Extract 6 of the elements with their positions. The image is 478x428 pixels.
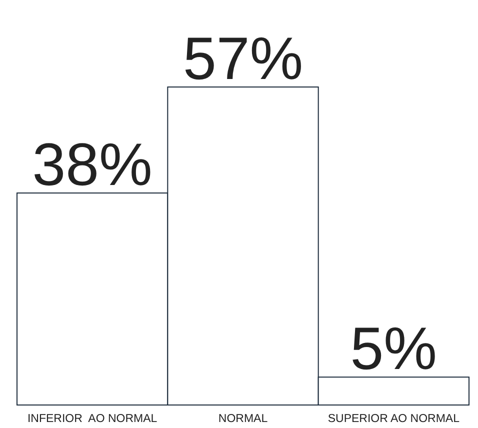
data-label: 5% bbox=[350, 315, 438, 382]
x-tick-label: SUPERIOR AO NORMAL bbox=[328, 412, 460, 425]
x-tick-label: NORMAL bbox=[218, 412, 268, 425]
x-tick-label: INFERIOR AO NORMAL bbox=[27, 412, 158, 425]
data-label: 57% bbox=[182, 25, 304, 92]
data-label: 38% bbox=[32, 131, 152, 198]
